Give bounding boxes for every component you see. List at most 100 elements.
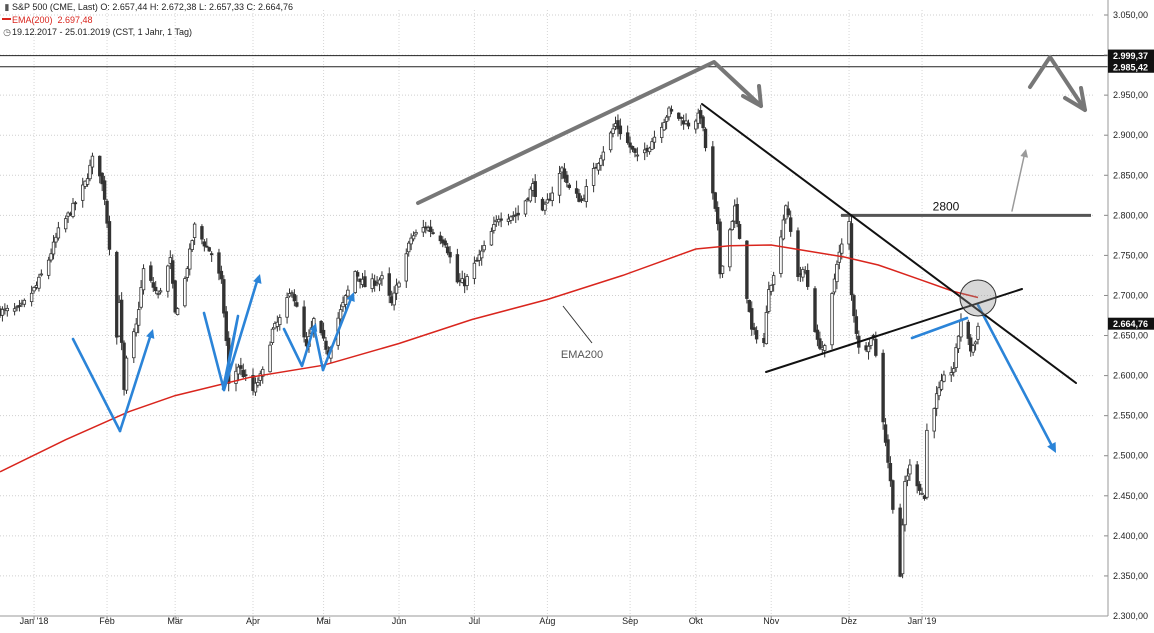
- blue-v-pattern-left[interactable]: [71, 337, 122, 433]
- candle[interactable]: [141, 264, 146, 295]
- candle[interactable]: [499, 212, 503, 228]
- candle[interactable]: [190, 239, 194, 253]
- candle[interactable]: [796, 227, 800, 282]
- candle[interactable]: [88, 159, 92, 182]
- candle[interactable]: [363, 270, 367, 288]
- candle[interactable]: [192, 222, 197, 246]
- candle[interactable]: [891, 479, 895, 514]
- candle[interactable]: [387, 267, 391, 304]
- candle[interactable]: [465, 274, 469, 291]
- candle[interactable]: [752, 322, 756, 335]
- candle[interactable]: [136, 301, 141, 334]
- candle[interactable]: [596, 162, 601, 175]
- candle[interactable]: [881, 349, 885, 430]
- candle[interactable]: [718, 218, 722, 279]
- gray-arrow-down-icon[interactable]: [741, 84, 763, 108]
- candle[interactable]: [815, 324, 820, 347]
- candle[interactable]: [954, 343, 958, 372]
- candle[interactable]: [166, 264, 170, 298]
- candle[interactable]: [132, 328, 136, 364]
- candle[interactable]: [324, 336, 328, 355]
- candle[interactable]: [533, 174, 537, 203]
- candle[interactable]: [667, 106, 671, 121]
- candle[interactable]: [46, 256, 51, 280]
- candle[interactable]: [971, 343, 975, 356]
- candle[interactable]: [428, 219, 433, 238]
- candle[interactable]: [823, 343, 827, 358]
- candle[interactable]: [764, 305, 769, 345]
- candle[interactable]: [124, 355, 129, 394]
- candle[interactable]: [937, 381, 941, 401]
- candle[interactable]: [224, 306, 228, 346]
- candle[interactable]: [421, 219, 426, 237]
- candle[interactable]: [156, 290, 160, 299]
- candle[interactable]: [158, 287, 163, 295]
- candle[interactable]: [852, 293, 856, 323]
- candle[interactable]: [105, 198, 109, 229]
- candle[interactable]: [222, 275, 226, 318]
- candle[interactable]: [56, 221, 61, 241]
- candle[interactable]: [290, 290, 294, 298]
- candle[interactable]: [942, 370, 946, 383]
- candle[interactable]: [319, 320, 323, 336]
- candle[interactable]: [969, 334, 973, 357]
- candle[interactable]: [591, 162, 596, 193]
- candle[interactable]: [81, 177, 85, 208]
- candle[interactable]: [866, 342, 871, 360]
- candle[interactable]: [149, 261, 153, 283]
- candle[interactable]: [394, 278, 399, 301]
- candle[interactable]: [438, 231, 443, 245]
- candle[interactable]: [239, 357, 243, 375]
- candle[interactable]: [973, 340, 978, 351]
- candle[interactable]: [745, 240, 749, 304]
- candle[interactable]: [102, 175, 107, 206]
- candle[interactable]: [735, 197, 739, 228]
- candle[interactable]: [236, 363, 241, 382]
- candle[interactable]: [528, 186, 533, 203]
- blue-v-pattern-right[interactable]: [118, 332, 153, 433]
- candle[interactable]: [611, 123, 615, 138]
- candle[interactable]: [701, 115, 705, 132]
- ema200-line[interactable]: [0, 244, 979, 473]
- candle[interactable]: [684, 113, 688, 125]
- candle[interactable]: [268, 341, 272, 373]
- candle[interactable]: [482, 240, 486, 253]
- candle[interactable]: [37, 273, 41, 292]
- candle[interactable]: [256, 377, 260, 388]
- candle[interactable]: [669, 105, 674, 115]
- blue-arrow-shaft[interactable]: [222, 276, 260, 392]
- candle[interactable]: [270, 327, 275, 345]
- candle[interactable]: [625, 125, 630, 145]
- candle[interactable]: [939, 373, 944, 392]
- candle[interactable]: [32, 286, 36, 294]
- blue-forecast-down[interactable]: [976, 303, 1054, 448]
- candle[interactable]: [677, 112, 681, 121]
- candle[interactable]: [188, 243, 192, 276]
- candle[interactable]: [489, 227, 494, 246]
- candle[interactable]: [779, 229, 783, 278]
- candle[interactable]: [771, 271, 776, 292]
- candle[interactable]: [750, 301, 754, 336]
- candle[interactable]: [98, 155, 102, 184]
- candle[interactable]: [767, 281, 771, 314]
- candle[interactable]: [49, 248, 53, 263]
- gray-breakout-arrow[interactable]: [1011, 151, 1026, 212]
- candle[interactable]: [380, 271, 384, 286]
- candle[interactable]: [241, 363, 245, 379]
- candle[interactable]: [703, 127, 708, 152]
- candle[interactable]: [480, 245, 484, 266]
- candle[interactable]: [171, 254, 175, 289]
- candle[interactable]: [183, 276, 187, 308]
- candle[interactable]: [39, 269, 44, 277]
- candle[interactable]: [599, 154, 603, 171]
- candle[interactable]: [448, 246, 452, 264]
- candle[interactable]: [650, 138, 654, 151]
- candle[interactable]: [115, 250, 119, 345]
- candle[interactable]: [698, 104, 703, 125]
- candle[interactable]: [219, 265, 224, 284]
- apex-circle[interactable]: [959, 279, 997, 317]
- candle[interactable]: [431, 228, 435, 235]
- candle[interactable]: [278, 314, 282, 331]
- candle[interactable]: [455, 248, 460, 284]
- blue-rebound-line[interactable]: [910, 316, 969, 340]
